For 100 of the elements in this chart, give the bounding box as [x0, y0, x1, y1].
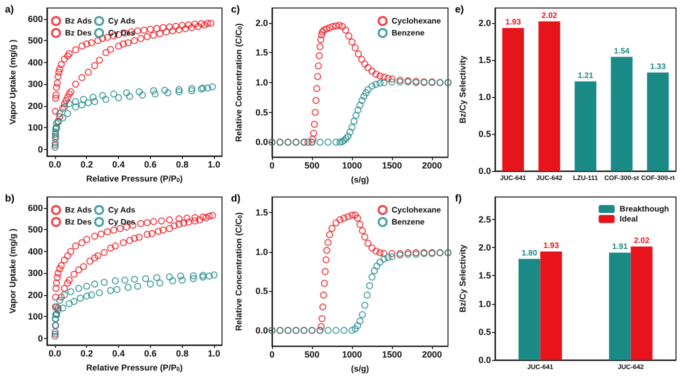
point — [324, 138, 332, 146]
point — [376, 80, 384, 87]
x-tick-label: 0.6 — [144, 348, 157, 358]
point — [348, 212, 356, 219]
point — [345, 32, 352, 40]
x-tick-label: 2000 — [422, 160, 442, 171]
point — [160, 226, 167, 234]
point — [52, 139, 59, 146]
point — [199, 214, 206, 221]
x-tick-label: 0.8 — [176, 160, 188, 170]
point — [60, 56, 68, 63]
y-tick-label: 0.5 — [255, 107, 268, 118]
point — [190, 275, 197, 282]
y-tick-label: 0.5 — [478, 326, 491, 337]
point — [78, 101, 86, 108]
point — [72, 242, 80, 250]
y-tick-label: 0.5 — [478, 128, 491, 139]
point — [344, 213, 352, 220]
point — [52, 92, 60, 99]
data-label: 2.02 — [634, 236, 650, 245]
y-tick-label: 200 — [28, 290, 43, 300]
point — [78, 74, 86, 82]
point — [372, 80, 380, 88]
point — [80, 263, 88, 270]
point — [348, 124, 356, 131]
bar — [610, 56, 633, 171]
point — [116, 225, 124, 232]
point — [354, 214, 362, 222]
y-tick-label: 600 — [28, 202, 43, 213]
point — [52, 294, 60, 301]
point — [64, 110, 72, 118]
point — [144, 33, 151, 40]
point — [54, 73, 62, 80]
data-label: 2.02 — [542, 10, 558, 20]
y-axis-title: Vapor Uptake (mg/g ) — [8, 39, 18, 125]
point — [152, 90, 159, 98]
point — [342, 135, 350, 142]
point — [110, 90, 118, 98]
point — [70, 270, 78, 278]
point — [56, 110, 64, 118]
y-axis-title: Bz/Cy Selectivity — [458, 244, 468, 313]
legend-label: Cy Ads — [108, 206, 136, 214]
point — [317, 36, 324, 44]
point — [169, 277, 176, 284]
point — [100, 249, 108, 256]
point — [340, 214, 348, 222]
point — [60, 291, 68, 298]
legend-label: Breakthough — [620, 204, 670, 214]
point — [332, 138, 340, 146]
point — [52, 84, 60, 91]
y-tick-label: 1.0 — [255, 246, 268, 257]
point — [384, 74, 392, 82]
point — [176, 220, 183, 228]
point — [146, 26, 154, 33]
point — [67, 88, 74, 96]
point — [59, 304, 66, 312]
point — [60, 256, 68, 264]
point — [356, 317, 364, 324]
point — [166, 225, 173, 232]
point — [336, 22, 343, 29]
point — [112, 242, 119, 250]
point — [52, 284, 60, 292]
point — [324, 326, 332, 334]
point — [120, 239, 127, 246]
point — [199, 272, 206, 279]
point — [91, 254, 98, 262]
point — [336, 216, 344, 224]
point — [328, 224, 336, 232]
point — [52, 279, 60, 286]
point — [66, 100, 73, 108]
data-label: 1.80 — [522, 248, 538, 258]
point — [364, 240, 372, 247]
x-tick-label: 1.0 — [208, 160, 220, 170]
point — [72, 46, 80, 54]
point — [198, 20, 205, 28]
point — [183, 214, 190, 222]
point — [66, 90, 73, 98]
point — [91, 280, 98, 288]
point — [156, 279, 164, 286]
point — [126, 92, 134, 100]
point — [56, 113, 64, 120]
point — [323, 246, 330, 254]
point — [388, 253, 396, 260]
point — [358, 96, 366, 104]
point — [123, 89, 130, 96]
y-tick-label: 500 — [28, 224, 43, 235]
point — [354, 50, 362, 58]
point — [338, 22, 346, 30]
x-tick-label: 500 — [304, 350, 320, 360]
point — [96, 56, 103, 64]
point — [137, 34, 144, 42]
point — [352, 112, 360, 119]
point — [176, 88, 183, 96]
point — [358, 56, 366, 63]
point — [361, 60, 368, 68]
point — [182, 25, 189, 32]
x-axis-title: (s/g) — [351, 174, 370, 184]
chart-title: f) — [455, 194, 462, 204]
point — [100, 278, 108, 286]
point — [309, 136, 316, 143]
